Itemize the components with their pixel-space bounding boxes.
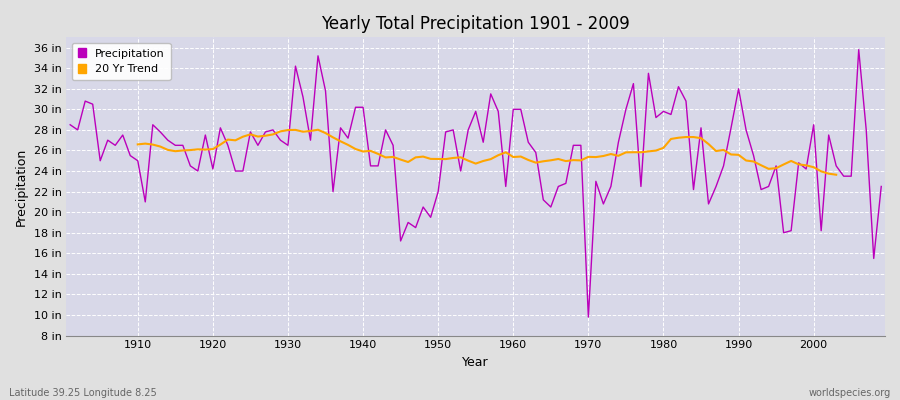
- Title: Yearly Total Precipitation 1901 - 2009: Yearly Total Precipitation 1901 - 2009: [321, 15, 630, 33]
- Legend: Precipitation, 20 Yr Trend: Precipitation, 20 Yr Trend: [72, 43, 171, 80]
- Y-axis label: Precipitation: Precipitation: [15, 147, 28, 226]
- Text: Latitude 39.25 Longitude 8.25: Latitude 39.25 Longitude 8.25: [9, 388, 157, 398]
- X-axis label: Year: Year: [463, 356, 489, 369]
- Text: worldspecies.org: worldspecies.org: [809, 388, 891, 398]
